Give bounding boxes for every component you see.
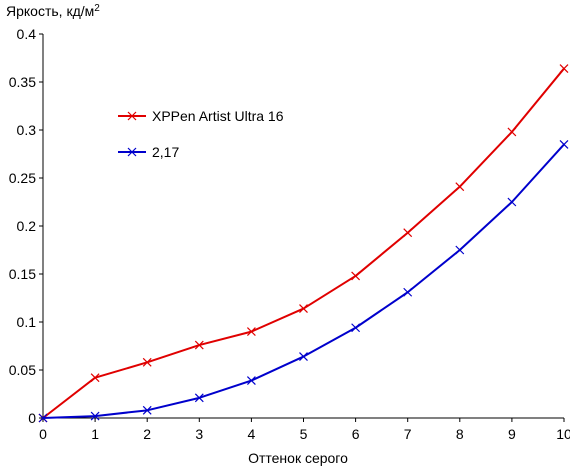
legend-marker — [127, 111, 137, 121]
y-axis-title: Яркость, кд/м2 — [6, 3, 100, 20]
x-tick-label: 0 — [39, 426, 47, 442]
data-point — [559, 64, 569, 73]
x-tick-label: 4 — [248, 426, 256, 442]
data-point — [246, 327, 256, 337]
data-point — [351, 323, 361, 333]
data-point — [507, 197, 517, 207]
x-tick-label: 5 — [300, 426, 308, 442]
x-axis-title: Оттенок серого — [248, 450, 348, 466]
x-tick-label: 7 — [404, 426, 412, 442]
y-tick-label: 0.15 — [9, 266, 36, 282]
legend-label: 2,17 — [152, 144, 179, 160]
data-point — [403, 228, 413, 238]
x-tick-label: 3 — [195, 426, 203, 442]
legend-marker — [127, 147, 137, 157]
legend-label: XPPen Artist Ultra 16 — [152, 108, 284, 124]
y-tick-label: 0 — [28, 410, 36, 426]
y-tick-label: 0.1 — [17, 314, 37, 330]
data-point — [455, 245, 465, 255]
series-1 — [38, 64, 569, 423]
data-point — [90, 373, 100, 383]
series-line — [42, 143, 565, 419]
legend-item-1: XPPen Artist Ultra 16 — [118, 108, 284, 124]
x-tick-label: 6 — [352, 426, 360, 442]
series-line — [42, 67, 565, 419]
data-point — [142, 357, 152, 367]
y-tick-label: 0.35 — [9, 74, 36, 90]
data-point — [90, 411, 100, 421]
x-tick-label: 1 — [91, 426, 99, 442]
data-point — [403, 287, 413, 297]
x-tick-label: 9 — [508, 426, 516, 442]
data-point — [299, 352, 308, 361]
y-tick-label: 0.25 — [9, 170, 36, 186]
data-point — [299, 304, 308, 313]
y-tick-label: 0.3 — [17, 122, 37, 138]
data-point — [351, 271, 361, 281]
y-tick-label: 0.05 — [9, 362, 36, 378]
data-point — [38, 413, 48, 423]
data-point — [194, 340, 204, 350]
x-tick-label: 8 — [456, 426, 464, 442]
data-point — [507, 127, 517, 137]
data-point — [455, 182, 465, 192]
series-2 — [38, 139, 569, 423]
data-point — [194, 393, 204, 403]
y-tick-label: 0.4 — [17, 26, 37, 42]
data-point — [559, 139, 569, 149]
data-point — [142, 405, 152, 415]
x-tick-label: 10 — [556, 426, 570, 442]
data-point — [246, 376, 256, 385]
y-tick-label: 0.2 — [17, 218, 37, 234]
x-tick-label: 2 — [143, 426, 151, 442]
legend-item-2: 2,17 — [118, 144, 179, 160]
